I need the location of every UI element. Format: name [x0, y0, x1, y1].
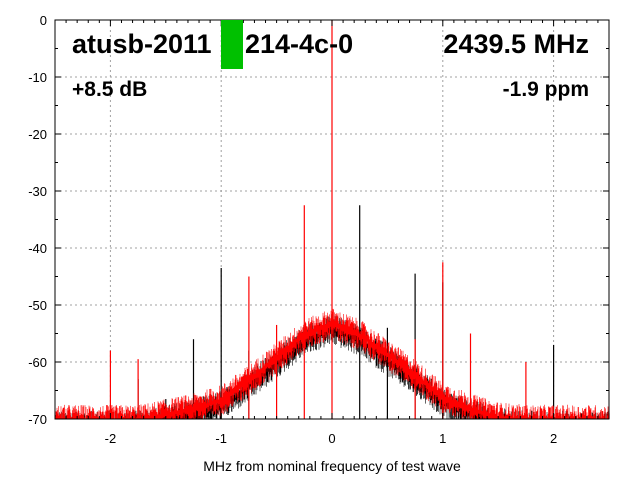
gain-label: +8.5 dB [72, 78, 147, 101]
x-tick-label: -1 [215, 431, 227, 446]
y-tick-label: -40 [28, 241, 47, 256]
y-tick-label: -30 [28, 184, 47, 199]
device-name-suffix: 214-4c-0 [245, 29, 353, 59]
x-tick-label: 1 [439, 431, 446, 446]
status-marker [221, 20, 243, 69]
y-tick-label: -20 [28, 127, 47, 142]
x-tick-label: -2 [105, 431, 117, 446]
y-tick-label: -50 [28, 298, 47, 313]
frequency-label: 2439.5 MHz [443, 29, 589, 59]
y-tick-label: -60 [28, 355, 47, 370]
x-axis-label: MHz from nominal frequency of test wave [203, 458, 461, 474]
y-tick-label: 0 [40, 13, 47, 28]
x-tick-label: 2 [550, 431, 557, 446]
device-name: atusb-2011 [72, 29, 212, 59]
measured-series [54, 20, 610, 419]
ppm-label: -1.9 ppm [503, 78, 589, 101]
y-tick-label: -10 [28, 70, 47, 85]
x-tick-label: 0 [328, 431, 335, 446]
ticks: 0-10-20-30-40-50-60-70-2 -1 0 1 2 [28, 13, 610, 446]
y-tick-label: -70 [28, 412, 47, 427]
